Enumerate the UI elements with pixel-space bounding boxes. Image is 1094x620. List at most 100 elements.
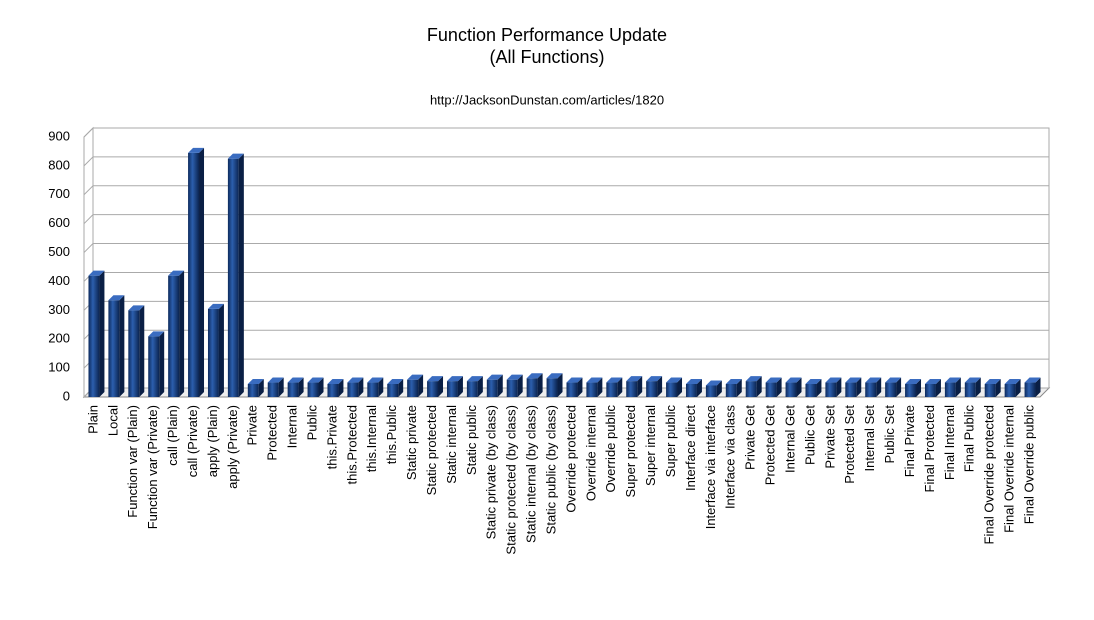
y-tick-label: 600 [48, 215, 70, 230]
bar-side [378, 377, 384, 397]
bar-top [944, 377, 961, 383]
bar [307, 382, 319, 397]
bar-side [418, 374, 424, 397]
bar-side [935, 379, 941, 397]
bar-top [924, 379, 941, 384]
bar-top [267, 377, 284, 383]
x-tick-label: Static public (by class) [543, 405, 558, 534]
bar-side [876, 377, 882, 397]
bar [626, 381, 638, 397]
bar [407, 379, 419, 397]
x-tick-label: Override protected [563, 405, 578, 513]
bar-top [128, 305, 145, 311]
bar [825, 382, 837, 397]
bar-top [845, 377, 862, 383]
bar-side [318, 377, 324, 397]
bar [546, 378, 558, 397]
x-tick-label: Public [304, 405, 319, 441]
bar [606, 382, 618, 397]
bar-top [486, 374, 503, 380]
bar-side [1035, 377, 1041, 397]
bar [785, 382, 797, 397]
bar-side [557, 373, 563, 397]
bar-side [238, 153, 244, 397]
bar-side [716, 380, 722, 397]
bar-side [338, 379, 344, 397]
x-tick-label: this.Public [384, 405, 399, 465]
bar-top [327, 379, 344, 384]
bar [267, 382, 279, 397]
grid-line [83, 243, 1049, 253]
x-tick-label: Static public [464, 405, 479, 476]
bar [387, 384, 399, 397]
x-tick-label: Public Set [882, 405, 897, 464]
chart-subtitle: (All Functions) [489, 47, 604, 67]
y-tick-label: 900 [48, 128, 70, 143]
bar-top [387, 379, 404, 384]
y-tick-label: 200 [48, 331, 70, 346]
chart-title: Function Performance Update [427, 25, 667, 45]
x-tick-label: Function var (Plain) [125, 405, 140, 518]
bar-side [298, 377, 304, 397]
x-tick-label: this.Protected [344, 405, 359, 485]
bar-side [836, 377, 842, 397]
grid-line [83, 127, 1049, 138]
x-tick-label: Function var (Private) [145, 405, 160, 529]
bar-side [258, 379, 264, 397]
bar-top [427, 376, 444, 382]
bar [1024, 382, 1036, 397]
x-tick-label: Interface via class [723, 405, 738, 510]
bar [705, 385, 717, 397]
bar-side [477, 376, 483, 397]
bar-side [617, 377, 623, 397]
bar-top [984, 379, 1001, 384]
bar [526, 378, 538, 397]
bar [685, 384, 697, 397]
bar-top [407, 374, 424, 380]
bar [745, 381, 757, 397]
bar-top [287, 377, 304, 383]
bar [586, 382, 598, 397]
grid-line [83, 185, 1049, 196]
bar-side [677, 377, 683, 397]
x-tick-label: Super internal [643, 405, 658, 486]
x-tick-label: this.Internal [364, 405, 379, 472]
bar-top [785, 377, 802, 383]
bar-side [438, 376, 444, 397]
bar [725, 384, 737, 397]
bar-top [227, 153, 244, 159]
bar-top [526, 373, 543, 379]
bar [885, 382, 897, 397]
x-tick-label: Final Override public [1021, 405, 1036, 525]
bar [666, 382, 678, 397]
bar-top [964, 377, 981, 383]
x-tick-label: apply (Plain) [205, 405, 220, 477]
bar-side [497, 374, 503, 397]
bar-top [108, 295, 125, 301]
bar-side [756, 376, 762, 397]
bar-top [466, 376, 483, 382]
bar-side [657, 376, 663, 397]
x-tick-label: Static internal [444, 405, 459, 484]
x-tick-label: Plain [85, 405, 100, 434]
bar-top [188, 147, 205, 153]
bar [845, 382, 857, 397]
x-tick-label: Private Get [743, 405, 758, 470]
bar [486, 379, 498, 397]
x-tick-label: Protected [265, 405, 280, 461]
bar-side [796, 377, 802, 397]
bar-side [597, 377, 603, 397]
bar [984, 384, 996, 397]
bar-side [975, 377, 981, 397]
bar [466, 381, 478, 397]
x-tick-label: Final Internal [942, 405, 957, 480]
bar-top [666, 377, 683, 383]
bar-side [955, 377, 961, 397]
bar-top [905, 379, 922, 384]
bar [944, 382, 956, 397]
source-url: http://JacksonDunstan.com/articles/1820 [430, 92, 664, 107]
bar-side [1015, 379, 1021, 397]
bar-top [546, 373, 563, 379]
grid-line [83, 156, 1049, 167]
